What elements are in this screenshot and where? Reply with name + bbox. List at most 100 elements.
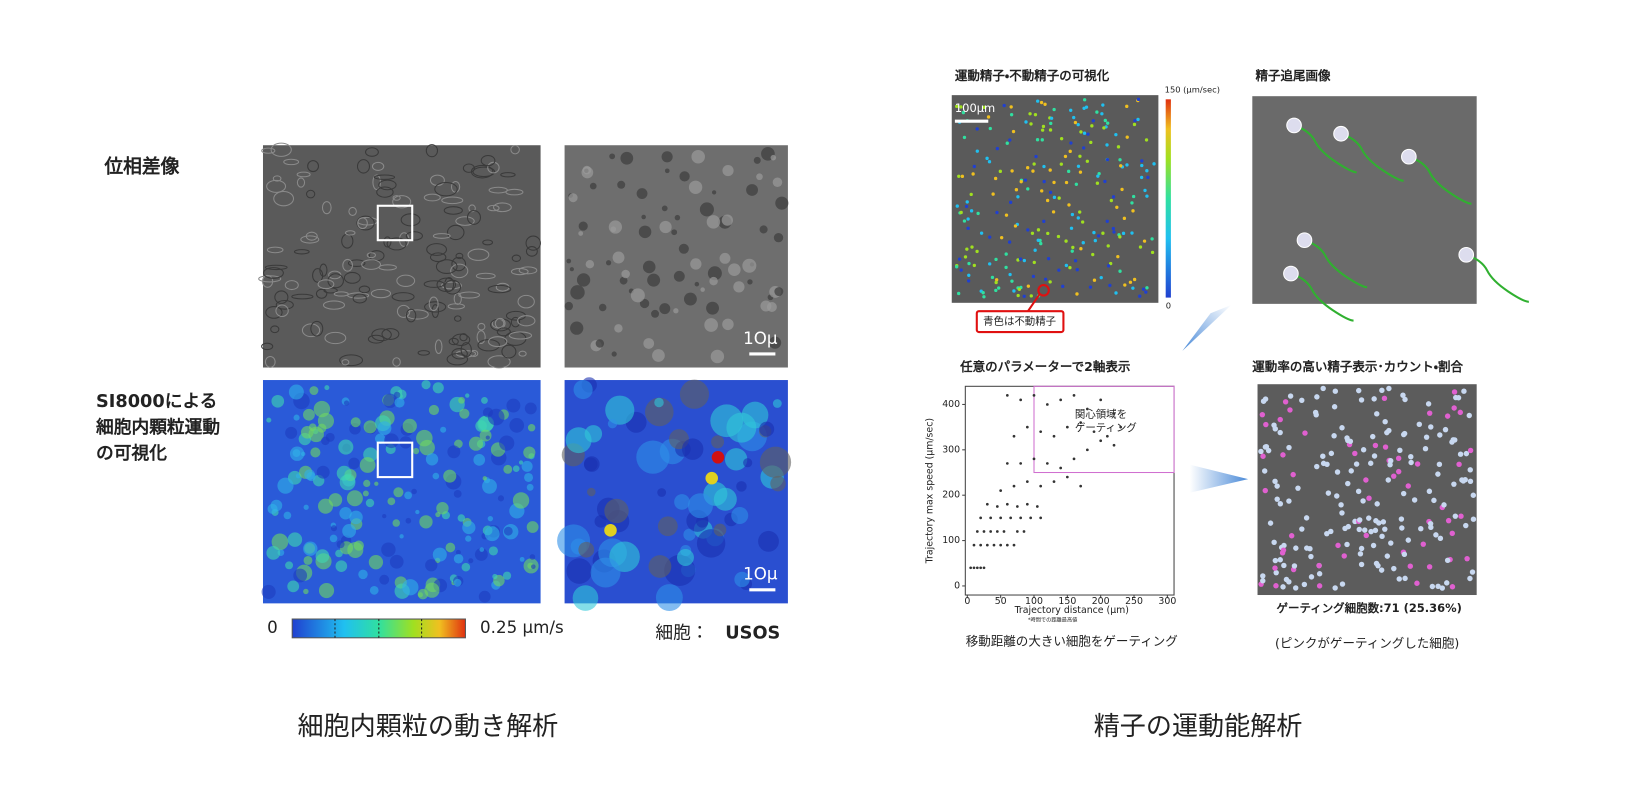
row-label: SI8000による xyxy=(96,391,217,412)
texture xyxy=(352,293,367,304)
x-tick-label: 150 xyxy=(1058,596,1076,607)
texture xyxy=(1366,515,1372,521)
texture xyxy=(1022,294,1026,298)
texture xyxy=(451,256,467,272)
point xyxy=(992,543,996,547)
texture xyxy=(1009,112,1014,117)
texture xyxy=(333,291,349,297)
sperm-map-image xyxy=(951,95,1159,303)
texture xyxy=(1141,287,1146,291)
texture xyxy=(261,342,274,351)
texture xyxy=(434,339,443,354)
texture xyxy=(1304,239,1368,289)
texture xyxy=(1043,102,1047,106)
count-text: ゲーティング細胞数:71 (25.36%) xyxy=(1277,601,1462,615)
texture xyxy=(1125,104,1129,109)
texture xyxy=(713,523,727,537)
texture xyxy=(1426,564,1433,570)
texture xyxy=(316,465,330,479)
texture xyxy=(309,386,319,395)
texture xyxy=(1106,121,1110,125)
texture xyxy=(462,520,476,535)
texture xyxy=(1118,269,1122,273)
texture xyxy=(461,562,471,572)
texture xyxy=(1076,216,1080,220)
texture xyxy=(1136,97,1141,101)
texture xyxy=(1008,272,1012,277)
texture xyxy=(965,247,969,251)
point xyxy=(1085,407,1089,411)
texture xyxy=(284,280,299,291)
texture xyxy=(1004,265,1008,270)
colorbar-min: 0 xyxy=(1166,300,1171,310)
texture xyxy=(759,225,768,234)
texture xyxy=(317,412,335,430)
texture xyxy=(760,300,772,312)
texture xyxy=(526,521,539,533)
texture xyxy=(303,541,318,556)
gate-label: 関心領域を xyxy=(1075,407,1127,420)
texture xyxy=(566,258,572,264)
texture xyxy=(1420,541,1426,547)
texture xyxy=(1036,238,1040,242)
texture xyxy=(300,425,314,439)
texture xyxy=(474,548,488,561)
texture xyxy=(1150,237,1154,241)
texture xyxy=(273,190,295,207)
texture xyxy=(607,419,618,429)
texture xyxy=(405,517,412,524)
texture xyxy=(1320,385,1326,392)
texture xyxy=(1374,411,1380,417)
point xyxy=(1015,530,1019,533)
texture xyxy=(423,193,441,202)
point xyxy=(995,530,999,533)
texture xyxy=(659,303,671,315)
callout-box xyxy=(975,310,1065,334)
texture xyxy=(683,292,697,306)
texture xyxy=(691,149,705,164)
texture xyxy=(1414,461,1421,467)
point xyxy=(1025,480,1029,483)
texture xyxy=(1106,264,1111,268)
texture xyxy=(1456,461,1462,467)
texture xyxy=(962,135,967,140)
texture xyxy=(1040,138,1044,142)
texture xyxy=(1262,487,1268,494)
scale-label: 1Oμ xyxy=(743,565,778,584)
texture xyxy=(707,266,722,281)
texture xyxy=(341,359,350,366)
panel-title: 精子追尾画像 xyxy=(1255,68,1331,83)
texture xyxy=(1426,488,1433,494)
texture xyxy=(322,300,346,310)
texture xyxy=(1313,412,1319,418)
texture xyxy=(1444,413,1451,419)
texture xyxy=(432,382,444,394)
texture xyxy=(1385,477,1391,483)
texture xyxy=(1429,583,1436,590)
texture xyxy=(1046,256,1051,261)
texture xyxy=(432,472,440,480)
texture xyxy=(502,571,512,580)
texture xyxy=(451,348,468,360)
texture xyxy=(482,478,497,494)
texture xyxy=(1418,525,1424,532)
texture xyxy=(1308,553,1314,560)
point xyxy=(1035,505,1039,508)
texture xyxy=(1075,268,1079,272)
texture xyxy=(526,483,534,491)
gated-image xyxy=(1257,384,1477,596)
texture xyxy=(1314,394,1320,400)
texture xyxy=(457,514,466,522)
point xyxy=(1039,430,1043,434)
texture xyxy=(1376,520,1382,526)
texture xyxy=(1146,175,1150,180)
texture xyxy=(1356,517,1363,523)
texture xyxy=(447,303,465,310)
texture xyxy=(1012,289,1016,293)
texture xyxy=(487,161,500,174)
cell-label: 細胞： xyxy=(655,623,708,644)
callout-circle xyxy=(1037,284,1050,297)
texture xyxy=(477,322,486,331)
texture xyxy=(1016,293,1020,298)
texture xyxy=(1076,122,1080,127)
